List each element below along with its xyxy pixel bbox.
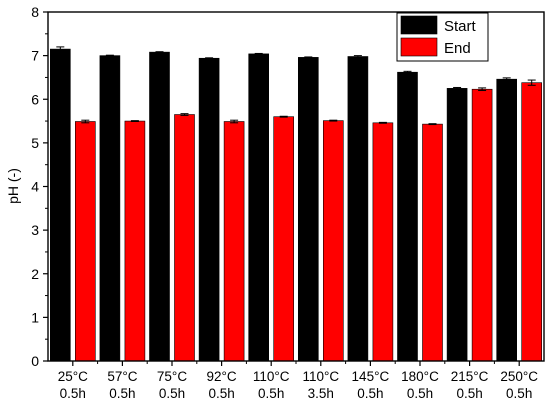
x-tick-label-duration: 0.5h [60,386,86,401]
error-bar [254,52,263,55]
bar-start-5 [297,57,319,362]
plot-area-frame [47,11,545,362]
bar-end-6 [372,122,394,362]
bar-start-9 [496,78,518,362]
bar-end-4 [273,116,295,362]
x-tick-label-temperature: 215°C [451,369,489,384]
error-bar [81,119,90,124]
x-tick-label-duration: 0.5h [506,386,532,401]
error-bars-layer [56,46,536,126]
error-bar [230,119,239,124]
y-tick-label: 2 [31,266,39,282]
x-tick-label-temperature: 110°C [253,369,290,384]
error-bar [130,120,139,122]
legend-swatch-end [400,37,438,57]
y-tick-label: 6 [31,91,39,107]
bar-start-0 [49,48,71,362]
error-bar [180,113,189,116]
bars-layer [49,48,543,362]
legend: Start End [396,12,489,62]
error-bar [279,115,288,118]
x-tick-label-temperature: 180°C [401,369,439,384]
bar-start-7 [397,71,418,362]
bar-end-1 [124,120,146,362]
error-bar [304,56,313,59]
y-tick-label: 4 [31,179,39,195]
x-axis: 25°C 0.5h 57°C 0.5h 75°C 0.5h 92°C 0.5h 110°C 0.5… [58,361,538,401]
x-tick-label-temperature: 110°C [302,369,339,384]
bar-end-7 [422,123,443,362]
x-tick-label-duration: 0.5h [159,386,185,401]
error-bar [353,55,362,58]
bar-start-4 [248,53,269,362]
error-bar [502,77,511,81]
y-tick-label: 8 [31,4,39,20]
bar-end-2 [174,114,195,362]
x-tick-label-temperature: 145°C [352,369,390,384]
legend-label-end: End [444,40,471,57]
y-tick-label: 7 [31,48,39,64]
bar-end-5 [322,120,344,362]
error-bar [155,51,164,54]
x-tick-label-duration: 0.5h [208,386,234,401]
y-tick-label: 0 [31,353,39,369]
error-bar [329,119,338,122]
x-tick-label-duration: 3.5h [308,386,334,401]
x-tick-label-duration: 0.5h [407,386,433,401]
bar-end-8 [471,88,493,362]
bar-start-3 [198,57,220,362]
bar-end-0 [75,121,96,362]
bar-end-9 [521,82,543,362]
error-bar [105,54,114,57]
legend-swatch-start [400,15,438,35]
error-bar [56,46,65,52]
x-tick-label-temperature: 75°C [157,369,187,384]
bar-start-2 [149,51,170,362]
x-tick-label-duration: 0.5h [456,386,482,401]
x-tick-label-temperature: 25°C [58,369,88,384]
error-bar [403,70,412,74]
bar-start-1 [99,55,121,362]
x-tick-label-temperature: 92°C [207,369,237,384]
bar-start-8 [446,88,468,362]
error-bar [453,86,462,90]
error-bar [478,87,487,92]
y-tick-label: 5 [31,135,39,151]
error-bar [205,57,214,60]
x-tick-label-duration: 0.5h [109,386,135,401]
error-bar [527,79,536,86]
x-tick-label-temperature: 250°C [500,369,538,384]
error-bar [378,121,387,124]
y-axis: 0 1 2 3 4 5 6 7 8 [31,4,48,369]
bar-end-3 [223,121,245,362]
x-tick-label-duration: 0.5h [258,386,284,401]
bar-start-6 [347,56,369,362]
y-axis-label: pH (-) [5,168,21,204]
y-tick-label: 1 [31,309,39,325]
y-tick-label: 3 [31,222,39,238]
x-tick-label-duration: 0.5h [357,386,383,401]
error-bar [428,123,437,126]
legend-label-start: Start [444,18,477,35]
x-tick-label-temperature: 57°C [107,369,137,384]
